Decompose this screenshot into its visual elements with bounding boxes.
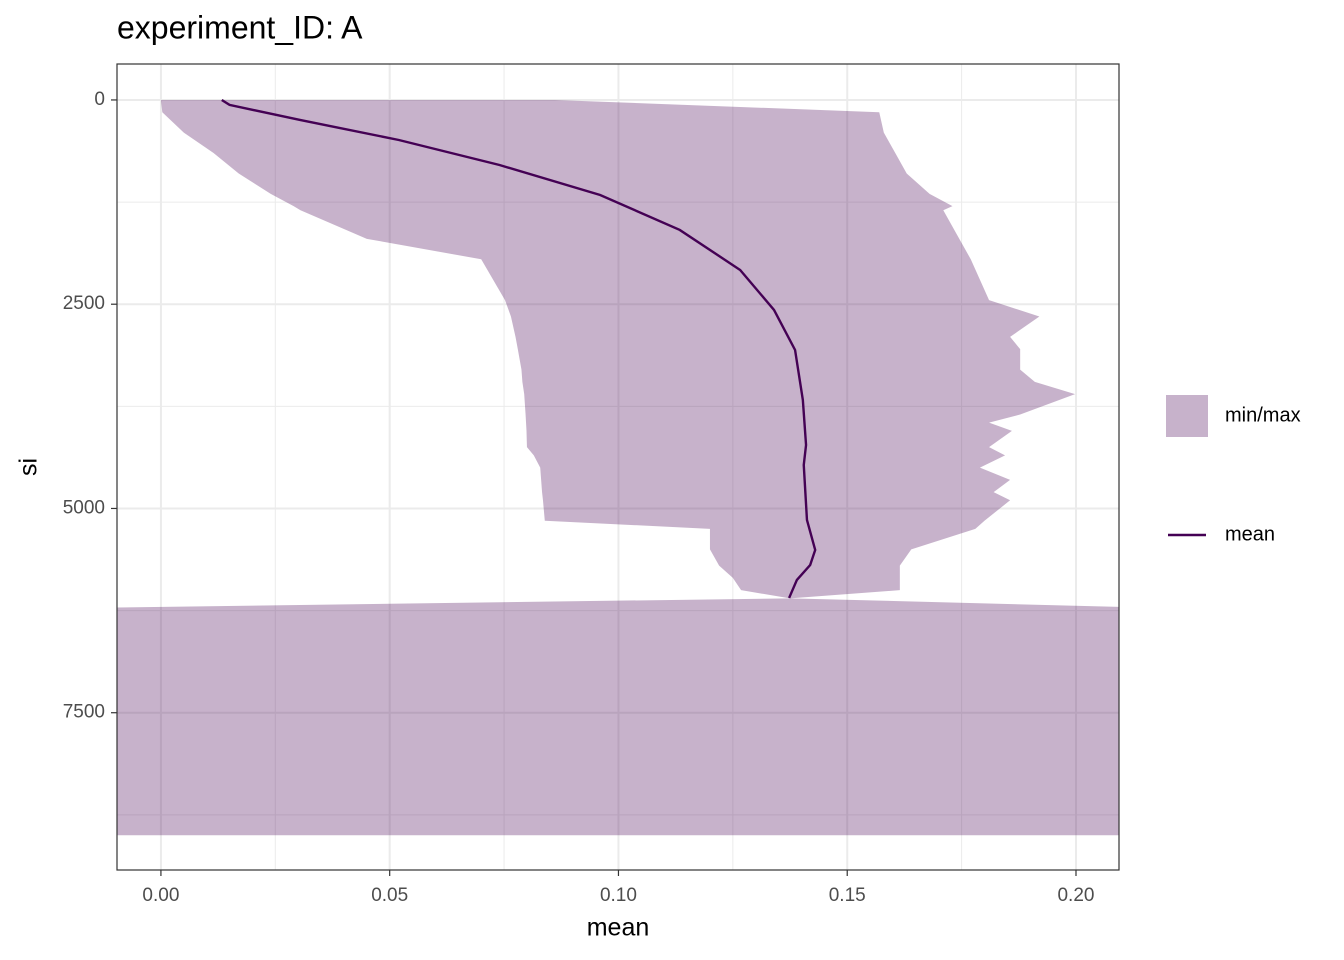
x-tick-label: 0.20 [1057, 885, 1094, 906]
y-tick-label: 7500 [63, 702, 105, 723]
legend: min/max mean [1166, 395, 1301, 545]
legend-swatch [1166, 395, 1208, 437]
x-tick-label: 0.00 [142, 885, 179, 906]
legend-label: min/max [1225, 404, 1301, 426]
x-tick-label: 0.15 [829, 885, 866, 906]
y-axis-title: si [15, 458, 43, 476]
legend-label: mean [1225, 523, 1275, 545]
x-axis-title: mean [587, 914, 650, 942]
chart-title: experiment_ID: A [117, 9, 363, 45]
plot-area [117, 98, 1119, 836]
x-tick-label: 0.05 [371, 885, 408, 906]
y-tick-label: 0 [94, 89, 105, 110]
grid [117, 64, 1119, 870]
y-tick-label: 5000 [63, 497, 105, 518]
mean-line [221, 98, 817, 599]
ribbon [117, 99, 1119, 836]
x-tick-label: 0.10 [600, 885, 637, 906]
axes: 0.00 0.05 0.10 0.15 0.20 0 2500 5000 7500 [63, 89, 1095, 906]
y-tick-label: 2500 [63, 293, 105, 314]
